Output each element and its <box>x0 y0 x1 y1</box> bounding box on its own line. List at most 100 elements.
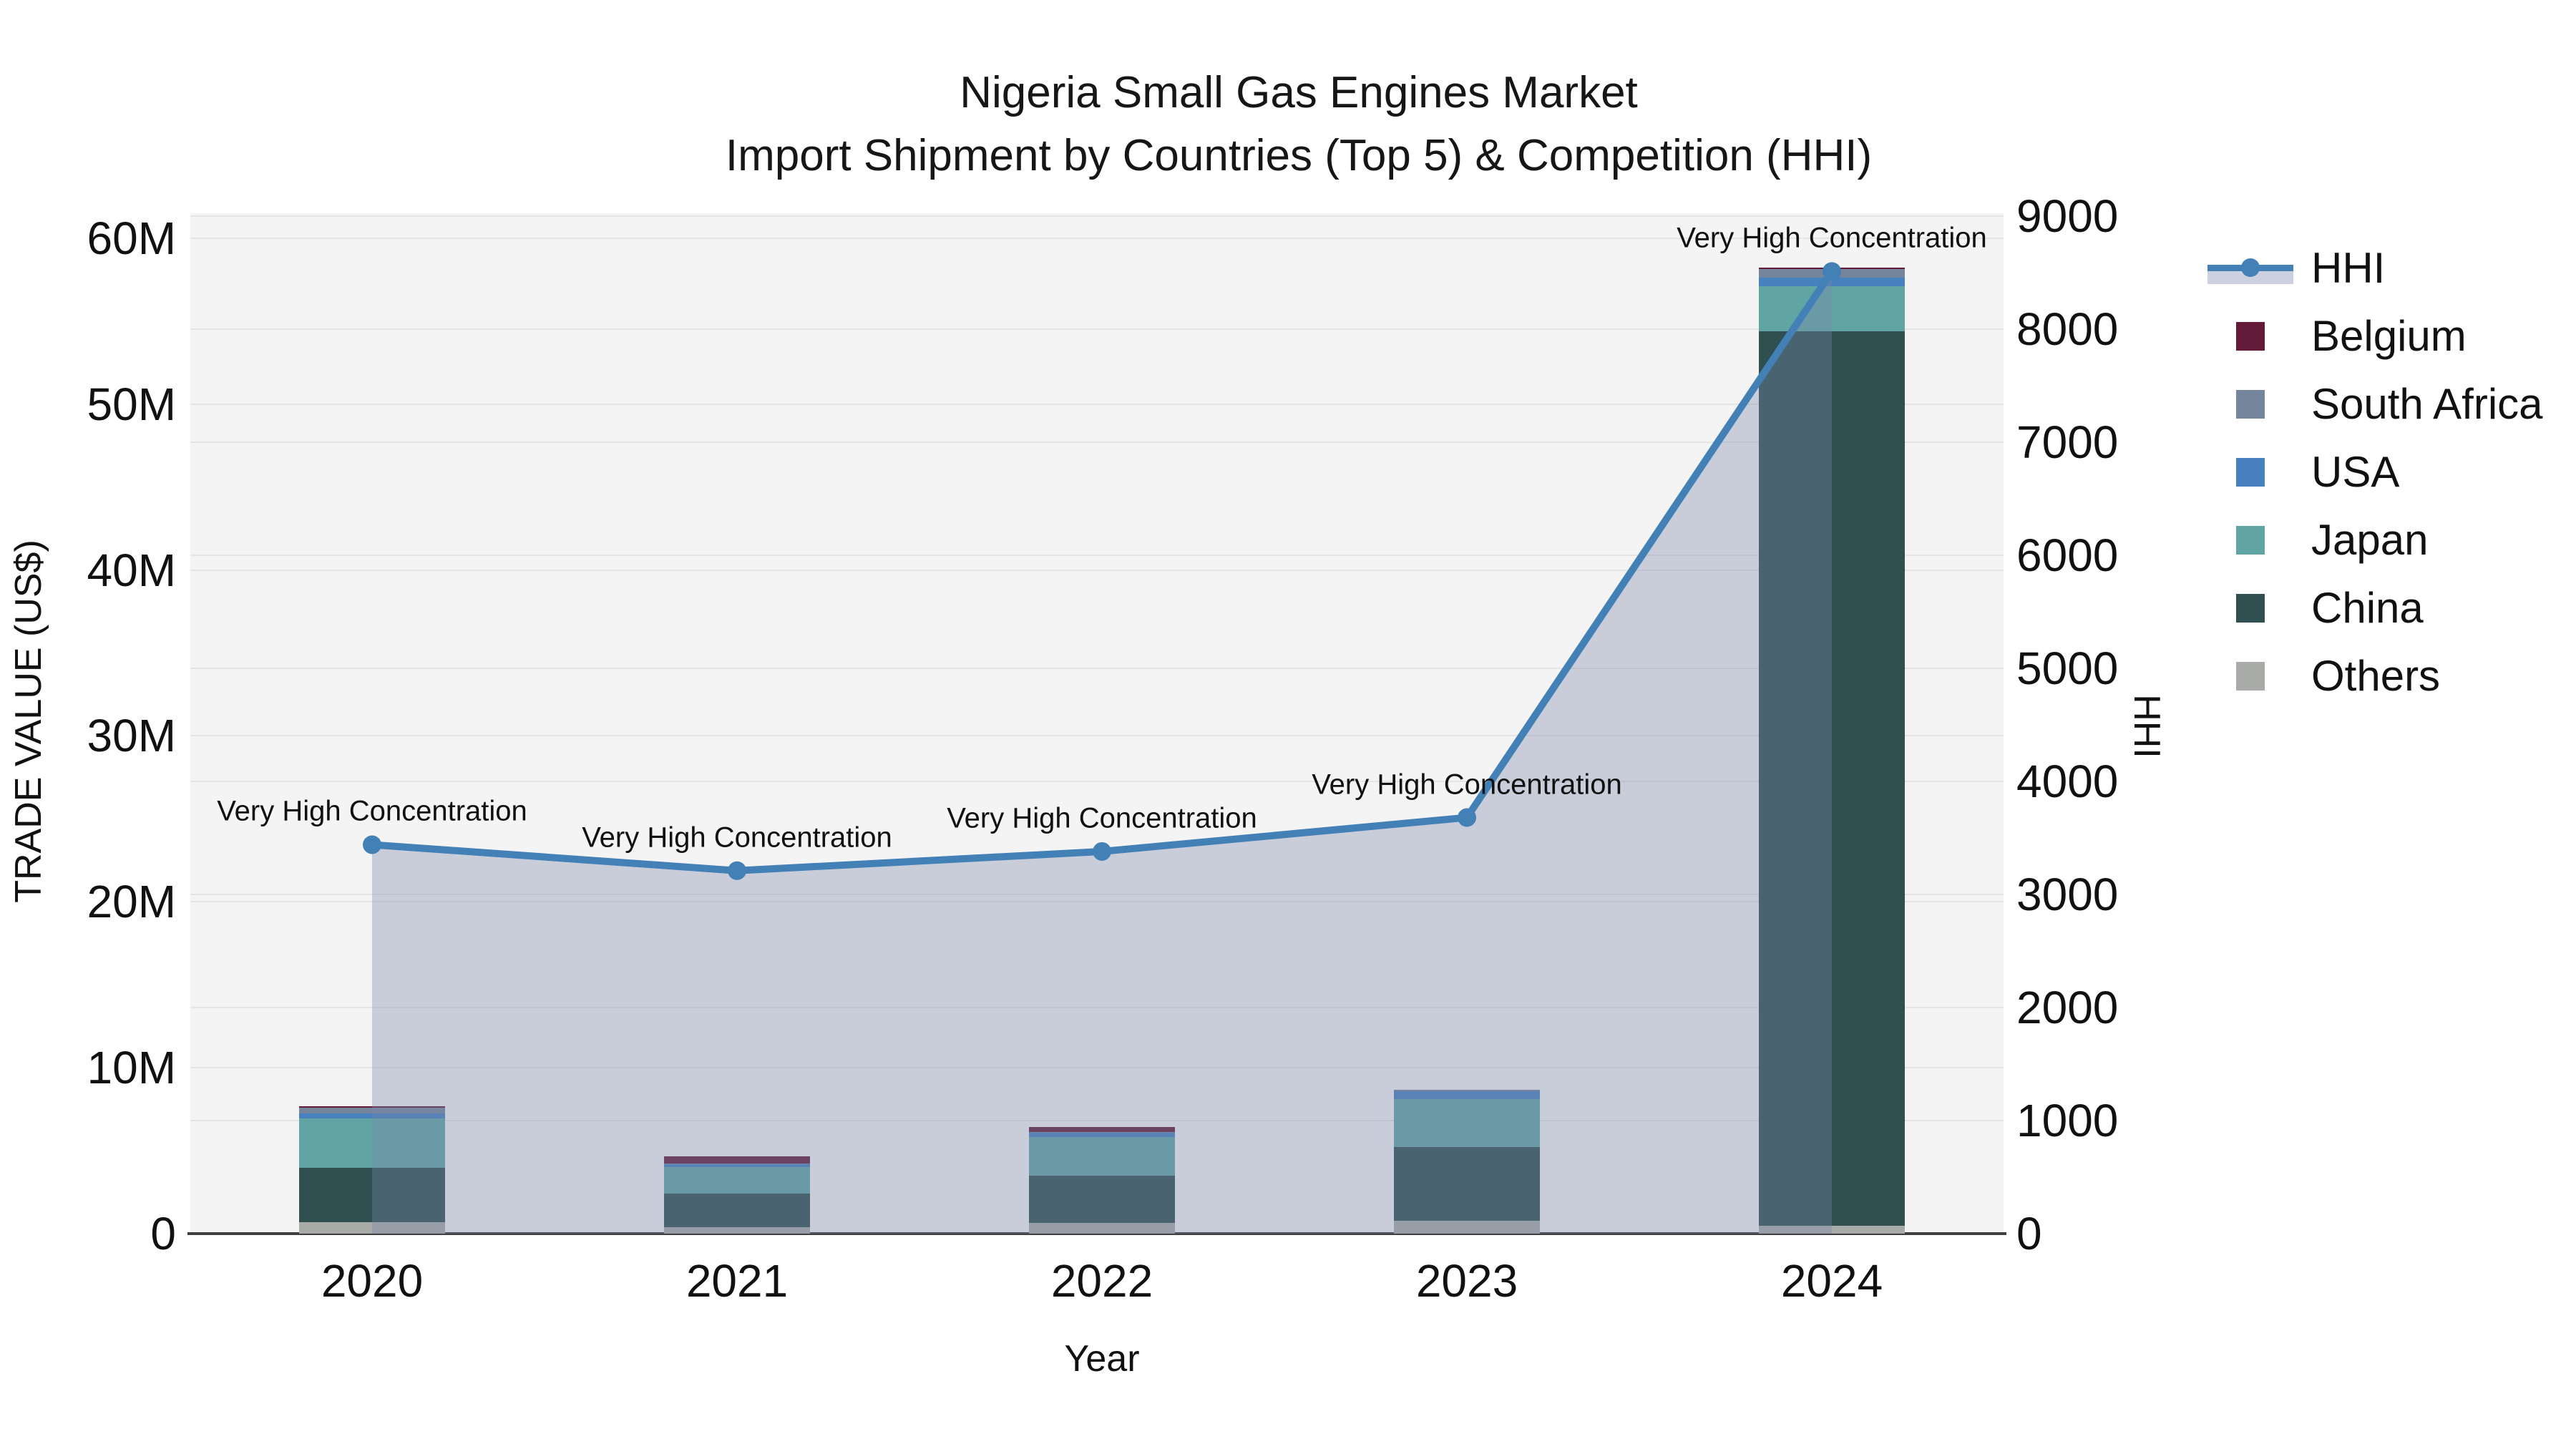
legend-swatch-others <box>2207 642 2293 710</box>
x-axis-line <box>187 1232 2006 1235</box>
x-tick-2021: 2021 <box>686 1255 789 1307</box>
chart-title-line2: Import Shipment by Countries (Top 5) & C… <box>725 131 1873 180</box>
bar-segment-japan-2021 <box>664 1166 810 1194</box>
bar-segment-usa-2022 <box>1029 1132 1175 1137</box>
legend-item-others[interactable]: Others <box>2207 642 2543 710</box>
chart-title: Nigeria Small Gas Engines Market Import … <box>726 62 1872 187</box>
legend-hhi-line-swatch <box>2207 234 2293 302</box>
gridline-hhi-3000 <box>190 893 2004 895</box>
bar-segment-japan-2024 <box>1759 286 1905 331</box>
x-tick-2022: 2022 <box>1050 1255 1153 1307</box>
hhi-area-fill <box>372 271 1832 1234</box>
legend-swatch-belgium <box>2207 302 2293 370</box>
gridline-hhi-1000 <box>190 1119 2004 1121</box>
bar-segment-china-2021 <box>664 1193 810 1227</box>
x-axis-title: Year <box>1064 1338 1140 1380</box>
bar-segment-china-2022 <box>1029 1175 1175 1223</box>
legend-swatch-japan <box>2207 506 2293 574</box>
y-left-tick-20M: 20M <box>87 876 177 928</box>
bar-segment-south-africa-2023 <box>1394 1089 1540 1092</box>
y-right-tick-2000: 2000 <box>2016 981 2119 1033</box>
bar-segment-belgium-2020 <box>299 1106 445 1108</box>
bar-segment-usa-2021 <box>664 1163 810 1167</box>
bar-segment-usa-2024 <box>1759 278 1905 286</box>
annotation-2022: Very High Concentration <box>947 802 1257 834</box>
bar-segment-japan-2020 <box>299 1118 445 1168</box>
legend-label: HHI <box>2311 244 2386 292</box>
annotation-2024: Very High Concentration <box>1677 222 1987 254</box>
legend-item-belgium[interactable]: Belgium <box>2207 302 2543 370</box>
bar-segment-china-2024 <box>1759 331 1905 1226</box>
x-tick-2023: 2023 <box>1415 1255 1518 1307</box>
bar-segment-others-2023 <box>1394 1220 1540 1234</box>
gridline-trade-20M <box>190 901 2004 903</box>
y-right-tick-7000: 7000 <box>2016 416 2119 468</box>
bar-segment-south-africa-2022 <box>1029 1131 1175 1133</box>
y-left-tick-10M: 10M <box>87 1042 177 1094</box>
legend-color-square <box>2236 389 2265 419</box>
y-left-tick-0: 0 <box>150 1208 176 1259</box>
bar-segment-south-africa-2021 <box>664 1163 810 1164</box>
y-right-tick-1000: 1000 <box>2016 1094 2119 1146</box>
bar-segment-belgium-2022 <box>1029 1126 1175 1132</box>
y-axis-right-title: HHI <box>2126 694 2167 758</box>
bar-segment-japan-2023 <box>1394 1098 1540 1147</box>
y-left-tick-30M: 30M <box>87 710 177 762</box>
gridline-trade-10M <box>190 1067 2004 1069</box>
x-tick-2024: 2024 <box>1780 1255 1883 1307</box>
hhi-marker-2022 <box>1093 841 1111 861</box>
bar-segment-japan-2022 <box>1029 1136 1175 1176</box>
plot-area: Very High Concentration Very High Concent… <box>190 213 2004 1234</box>
legend-item-china[interactable]: China <box>2207 574 2543 642</box>
legend-label: USA <box>2311 448 2400 496</box>
legend-item-usa[interactable]: USA <box>2207 438 2543 506</box>
y-right-tick-5000: 5000 <box>2016 642 2119 694</box>
gridline-hhi-7000 <box>190 441 2004 443</box>
y-left-tick-60M: 60M <box>87 212 177 264</box>
legend-hhi-marker-dot <box>2241 258 2260 277</box>
y-left-tick-40M: 40M <box>87 544 177 596</box>
annotation-2021: Very High Concentration <box>582 821 892 854</box>
legend-color-square <box>2236 525 2265 555</box>
legend-label: South Africa <box>2311 380 2543 428</box>
hhi-marker-2024 <box>1823 262 1841 281</box>
legend-color-square <box>2236 457 2265 487</box>
y-right-tick-3000: 3000 <box>2016 868 2119 920</box>
legend-swatch-china <box>2207 574 2293 642</box>
gridline-hhi-4000 <box>190 780 2004 782</box>
y-right-tick-0: 0 <box>2016 1208 2042 1259</box>
gridline-hhi-5000 <box>190 667 2004 669</box>
gridline-hhi-9000 <box>190 215 2004 217</box>
chart-title-line1: Nigeria Small Gas Engines Market <box>960 68 1638 117</box>
y-axis-left-title: TRADE VALUE (US$) <box>8 540 49 903</box>
gridline-trade-50M <box>190 403 2004 405</box>
bar-segment-china-2020 <box>299 1167 445 1222</box>
legend-item-south-africa[interactable]: South Africa <box>2207 370 2543 438</box>
gridline-hhi-8000 <box>190 328 2004 330</box>
legend-label: Others <box>2311 652 2441 700</box>
hhi-marker-2021 <box>728 861 746 880</box>
legend-swatch-usa <box>2207 438 2293 506</box>
legend-color-square <box>2236 661 2265 691</box>
y-right-tick-9000: 9000 <box>2016 190 2119 242</box>
y-right-tick-6000: 6000 <box>2016 529 2119 581</box>
x-tick-2020: 2020 <box>321 1255 424 1307</box>
gridline-hhi-6000 <box>190 554 2004 556</box>
legend-label: Belgium <box>2311 312 2467 360</box>
legend-label: China <box>2311 584 2424 632</box>
legend-item-japan[interactable]: Japan <box>2207 506 2543 574</box>
bar-segment-belgium-2021 <box>664 1156 810 1164</box>
hhi-marker-2020 <box>363 835 381 854</box>
bar-segment-south-africa-2020 <box>299 1108 445 1114</box>
legend-swatch-south-africa <box>2207 370 2293 438</box>
legend-item-hhi[interactable]: HHI <box>2207 234 2543 302</box>
bar-segment-usa-2020 <box>299 1113 445 1119</box>
annotation-2020: Very High Concentration <box>217 795 527 827</box>
gridline-hhi-2000 <box>190 1006 2004 1008</box>
bar-segment-china-2023 <box>1394 1146 1540 1221</box>
bar-segment-usa-2023 <box>1394 1091 1540 1099</box>
gridline-trade-60M <box>190 237 2004 239</box>
gridline-trade-40M <box>190 569 2004 571</box>
hhi-line-layer <box>363 262 1841 1234</box>
